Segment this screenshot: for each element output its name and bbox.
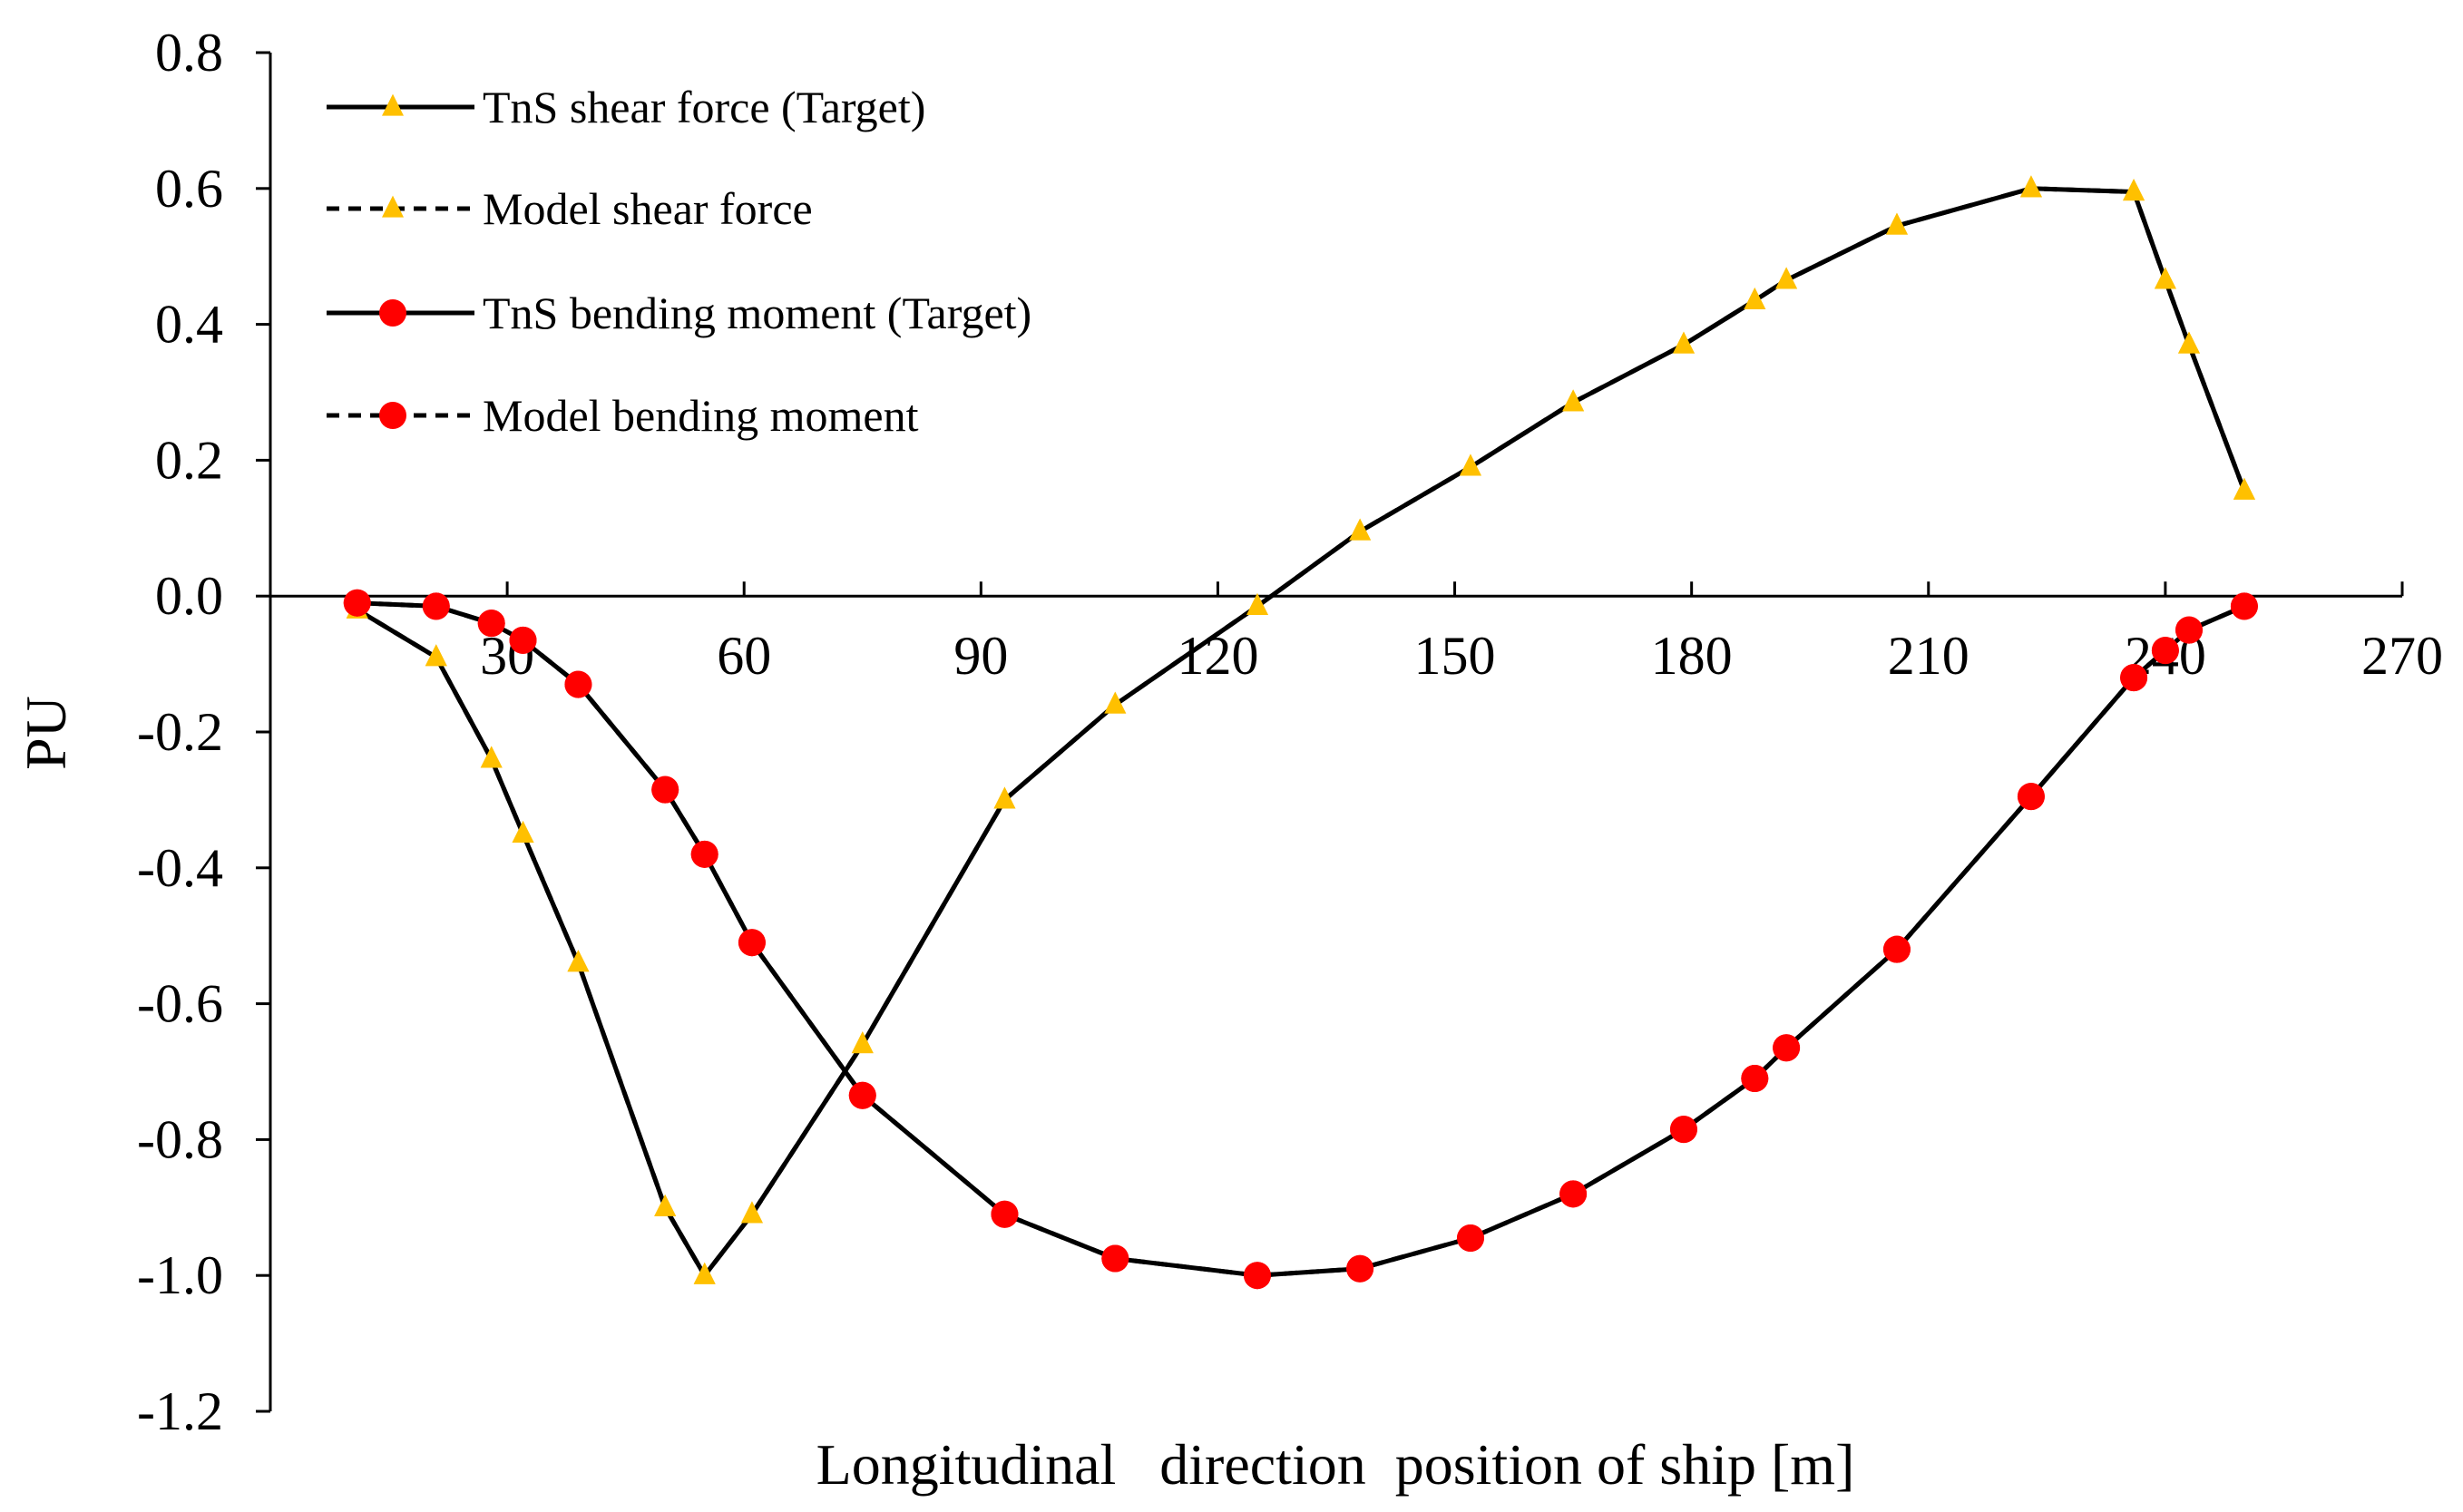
series-line <box>357 600 2245 1278</box>
data-point <box>2019 175 2042 198</box>
data-point <box>1246 593 1268 616</box>
data-point <box>2175 616 2203 644</box>
legend-label: Model bending moment <box>483 390 919 441</box>
data-point <box>1885 212 1908 235</box>
data-point <box>1562 389 1585 412</box>
data-point <box>509 626 537 654</box>
data-point <box>2154 267 2176 289</box>
data-point <box>1459 454 1481 476</box>
data-point <box>564 670 592 698</box>
data-point <box>422 592 450 620</box>
data-point <box>2120 664 2148 692</box>
data-point <box>1349 518 1372 541</box>
data-point <box>740 1201 763 1224</box>
series-line <box>356 186 2247 1278</box>
y-tick-label: -1.0 <box>137 1245 223 1305</box>
data-point <box>654 1194 677 1216</box>
data-point <box>1773 1034 1801 1062</box>
data-point <box>425 644 447 667</box>
data-point <box>1775 267 1798 289</box>
data-point <box>1456 1224 1484 1253</box>
data-point <box>1669 1116 1697 1144</box>
data-point <box>1741 1064 1769 1092</box>
y-tick-label: -0.6 <box>137 974 223 1034</box>
data-point <box>1104 691 1127 714</box>
series-layer <box>343 175 2258 1290</box>
x-tick-label: 270 <box>2361 626 2443 686</box>
series-4 <box>343 589 2258 1290</box>
y-tick-label: 0.0 <box>155 566 223 626</box>
y-tick-label: 0.8 <box>155 23 223 83</box>
x-tick-label: 210 <box>1888 626 1969 686</box>
x-tick-label: 90 <box>953 626 1008 686</box>
legend-swatch-marker <box>379 402 406 429</box>
data-point <box>1101 1244 1129 1273</box>
y-axis-title: PU <box>14 696 78 770</box>
data-point <box>2151 637 2179 665</box>
data-point <box>1243 1262 1271 1290</box>
series-2 <box>346 175 2255 1284</box>
axes: 0.80.60.40.20.0-0.2-0.4-0.6-0.8-1.0-1.23… <box>137 23 2443 1441</box>
y-tick-label: 0.4 <box>155 295 223 355</box>
legend-label: Model shear force <box>483 183 813 234</box>
x-tick-label: 180 <box>1651 626 1733 686</box>
y-tick-label: -0.2 <box>137 702 223 762</box>
data-point <box>848 1081 876 1109</box>
data-point <box>991 1200 1019 1228</box>
data-point <box>477 610 505 638</box>
y-tick-label: 0.6 <box>155 159 223 219</box>
x-tick-label: 150 <box>1414 626 1496 686</box>
y-tick-label: -0.4 <box>137 838 223 898</box>
data-point <box>1672 331 1695 354</box>
series-line <box>356 186 2247 1278</box>
data-point <box>738 929 766 957</box>
data-point <box>2178 331 2200 354</box>
legend-item: TnS shear force (Target) <box>327 82 925 132</box>
y-tick-label: -0.8 <box>137 1109 223 1169</box>
series-line <box>357 600 2245 1278</box>
legend-label: TnS bending moment (Target) <box>483 288 1031 338</box>
data-point <box>2230 592 2258 620</box>
legend-item: TnS bending moment (Target) <box>327 288 1031 338</box>
data-point <box>993 786 1016 809</box>
data-point <box>2233 477 2255 500</box>
data-point <box>2017 783 2045 811</box>
legend-item: Model shear force <box>327 183 813 234</box>
data-point <box>2123 179 2145 201</box>
y-tick-label: -1.2 <box>137 1381 223 1441</box>
legend-swatch-marker <box>379 299 406 327</box>
data-point <box>851 1031 874 1054</box>
data-point <box>567 950 590 972</box>
data-point <box>1346 1254 1374 1283</box>
legend-swatch-marker <box>382 195 404 218</box>
data-point <box>480 746 503 768</box>
y-tick-label: 0.2 <box>155 430 223 490</box>
data-point <box>693 1262 716 1284</box>
data-point <box>690 840 718 868</box>
data-point <box>1559 1180 1588 1208</box>
data-point <box>343 589 371 617</box>
legend-label: TnS shear force (Target) <box>483 82 925 132</box>
legend: TnS shear force (Target) Model shear forc… <box>327 82 1031 441</box>
x-tick-label: 60 <box>717 626 771 686</box>
data-point <box>512 820 534 843</box>
data-point <box>651 776 679 804</box>
data-point <box>1744 287 1766 309</box>
legend-swatch-marker <box>382 93 404 116</box>
x-axis-title: Longitudinal direction position of ship … <box>816 1432 1855 1497</box>
data-point <box>1882 935 1911 963</box>
series-3 <box>343 589 2258 1290</box>
legend-item: Model bending moment <box>327 390 919 441</box>
